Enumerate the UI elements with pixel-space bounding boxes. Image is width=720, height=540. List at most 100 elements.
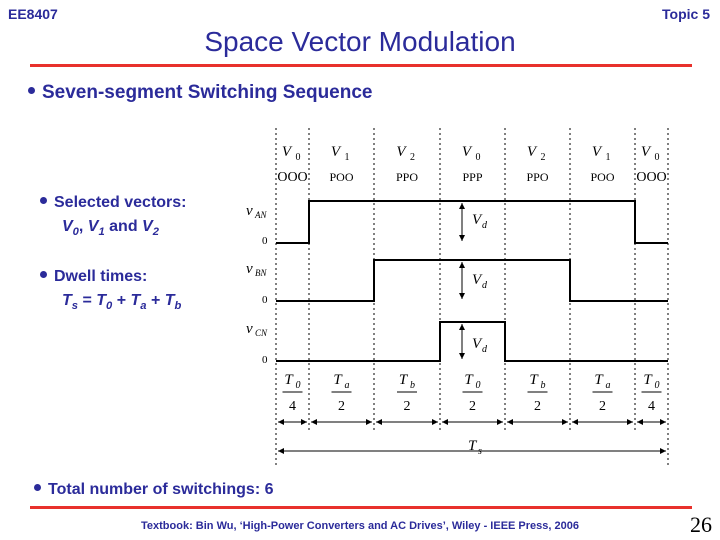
bullet-dot-icon (40, 197, 47, 205)
time-denominator: 4 (289, 399, 296, 414)
top-divider (30, 64, 692, 67)
segment-vector: V (462, 144, 473, 160)
period-label: T s (468, 438, 482, 457)
eq-ta-sub: a (140, 300, 147, 313)
time-denominator: 2 (599, 399, 606, 414)
segment-vector-sub: 1 (606, 152, 611, 163)
waveform-van (276, 200, 668, 244)
total-switchings-bullet: Total number of switchings: 6 (34, 481, 274, 499)
waveform-label-sub: CN (255, 328, 268, 338)
vector-v1: V (87, 218, 99, 235)
waveform-label: v (246, 321, 253, 337)
zero-level-label: 0 (262, 354, 268, 366)
time-labels: T 04T a2T b2T 02T b2T a2T 04 (282, 372, 662, 414)
time-numerator-sub: b (410, 380, 415, 391)
eq-t0: T (96, 292, 107, 309)
segment-state: PPO (526, 170, 548, 184)
time-numerator: T (464, 372, 474, 388)
eq-plus: + (146, 292, 165, 309)
zero-level-label: 0 (262, 294, 268, 306)
vector-v0: V (62, 218, 73, 235)
period-t: T (468, 438, 478, 454)
segment-state: POO (590, 170, 614, 184)
vector-v1-sub: 1 (98, 226, 105, 239)
segment-vector: V (527, 144, 538, 160)
time-denominator: 2 (404, 399, 411, 414)
amplitude-label-sub: d (482, 344, 488, 355)
time-denominator: 4 (648, 399, 655, 414)
main-bullet-text: Seven-segment Switching Sequence (42, 82, 373, 103)
time-denominator: 2 (338, 399, 345, 414)
eq-ta: T (130, 292, 141, 309)
amplitude-label: V (472, 212, 483, 228)
page-number: 26 (690, 512, 712, 537)
segment-vector: V (331, 144, 342, 160)
conjunction: and (104, 218, 143, 235)
segment-state: OOO (636, 170, 666, 185)
segment-vector-sub: 0 (296, 152, 301, 163)
eq-t0-sub: 0 (106, 300, 113, 313)
time-denominator: 2 (469, 399, 476, 414)
selected-vectors-bullet: Selected vectors: (40, 194, 187, 212)
topic-label: Topic 5 (662, 6, 710, 22)
time-numerator-sub: b (541, 380, 546, 391)
dwell-times-equation: Ts = T0 + Ta + Tb (62, 292, 181, 312)
time-numerator-sub: 0 (655, 380, 660, 391)
amplitude-label-sub: d (482, 220, 488, 231)
segment-state: POO (329, 170, 353, 184)
footer-citation: Textbook: Bin Wu, ‘High-Power Converters… (141, 520, 579, 532)
slide-title: Space Vector Modulation (204, 26, 516, 57)
segment-vector-sub: 2 (410, 152, 415, 163)
course-code: EE8407 (8, 6, 58, 22)
segment-vector-sub: 1 (345, 152, 350, 163)
waveform-vcn (276, 321, 668, 362)
eq-ts: T (62, 292, 72, 309)
waveforms (276, 200, 668, 362)
time-numerator-sub: a (345, 380, 350, 391)
time-numerator: T (643, 372, 653, 388)
segment-state: PPO (396, 170, 418, 184)
bullet-dot-icon (28, 87, 35, 95)
time-numerator-sub: a (606, 380, 611, 391)
time-numerator-sub: 0 (296, 380, 301, 391)
bullet-dot-icon (40, 271, 47, 279)
time-numerator: T (333, 372, 343, 388)
amplitude-label: V (472, 336, 483, 352)
dwell-times-bullet: Dwell times: (40, 268, 147, 286)
eq-tb: T (164, 292, 175, 309)
amplitude-label-sub: d (482, 280, 488, 291)
waveform-vbn (276, 259, 668, 302)
waveform-label-sub: AN (254, 210, 267, 220)
total-switchings-text: Total number of switchings: 6 (48, 481, 274, 498)
time-numerator: T (594, 372, 604, 388)
time-numerator: T (284, 372, 294, 388)
segment-vector: V (592, 144, 603, 160)
time-denominator: 2 (534, 399, 541, 414)
segment-vector: V (396, 144, 407, 160)
eq-ts-sub: s (71, 300, 79, 313)
eq-tb-sub: b (174, 300, 182, 313)
waveform-label: v (246, 261, 253, 277)
segment-vector-sub: 0 (476, 152, 481, 163)
segment-boundaries (275, 128, 669, 466)
waveform-label-sub: BN (255, 268, 267, 278)
main-bullet: Seven-segment Switching Sequence (28, 82, 372, 104)
eq-plus: + (112, 292, 131, 309)
time-numerator-sub: 0 (476, 380, 481, 391)
segment-vector-sub: 0 (655, 152, 660, 163)
segment-vector-sub: 2 (541, 152, 546, 163)
eq-equals: = (78, 292, 97, 309)
separator: , (78, 218, 88, 235)
selected-vectors-label: Selected vectors: (54, 194, 187, 211)
segment-state: OOO (277, 170, 307, 185)
vector-v2: V (142, 218, 153, 235)
zero-level-label: 0 (262, 235, 268, 247)
amplitude-label: V (472, 272, 483, 288)
waveform-label: v (246, 203, 253, 219)
time-numerator: T (529, 372, 539, 388)
segment-vector: V (282, 144, 293, 160)
bullet-dot-icon (34, 484, 41, 492)
